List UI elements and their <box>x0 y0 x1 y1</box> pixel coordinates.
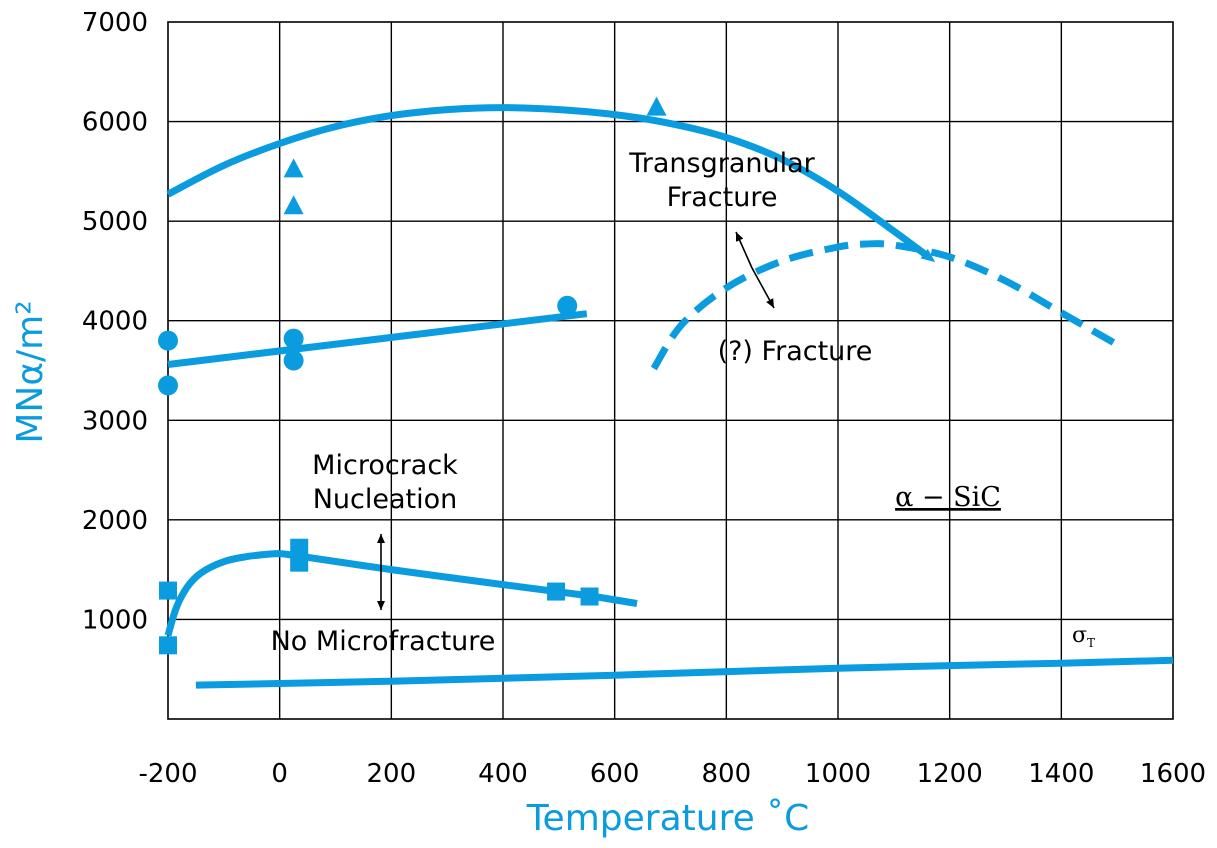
data-point-circle <box>283 350 304 371</box>
y-tick-label: 2000 <box>82 506 148 536</box>
y-tick-label: 7000 <box>82 8 148 38</box>
annotation-nucleation: Nucleation <box>313 484 458 515</box>
series-line-sigma_t <box>195 656 1174 689</box>
data-point-circle <box>158 375 178 396</box>
y-tick-label: 1000 <box>82 605 148 635</box>
x-tick-label: 1400 <box>1028 759 1094 789</box>
data-point-triangle <box>283 195 304 215</box>
series-group <box>158 96 1174 689</box>
y-tick-label: 6000 <box>82 108 148 138</box>
y-axis-label: MNα/m² <box>10 300 51 443</box>
x-tick-label: 1200 <box>917 759 983 789</box>
annotation-transgranular: Transgranular <box>628 148 815 179</box>
data-point-square <box>547 582 566 601</box>
annotation-sigma-subscript: T <box>1087 636 1095 650</box>
plot-frame <box>167 21 1174 720</box>
series-line-fracture <box>650 240 1119 371</box>
annotation-alpha-sic: α − SiC <box>895 482 1001 513</box>
x-tick-label: 1600 <box>1140 759 1206 789</box>
series-alpha_upper <box>158 295 588 396</box>
data-point-triangle <box>646 96 667 116</box>
data-point-circle <box>283 328 304 349</box>
data-point-square <box>290 553 309 572</box>
x-tick-label: 200 <box>367 759 417 789</box>
x-tick-label: -200 <box>138 759 197 789</box>
transgranular-arrow <box>735 231 753 269</box>
data-point-triangle <box>283 158 304 178</box>
series-line-microcrack <box>164 550 638 637</box>
data-point-square <box>159 636 177 655</box>
x-tick-label: 800 <box>702 759 752 789</box>
data-point-square <box>290 538 309 557</box>
annotation-no-microfracture: No Microfracture <box>271 626 496 657</box>
data-point-square <box>159 581 177 600</box>
series-line-transgranular <box>166 104 936 263</box>
data-point-circle <box>158 330 178 351</box>
tick-labels: -200 0 200 400 600 800 1000 1200 1400 1600 1000 200… <box>82 8 1206 789</box>
annotation-sigma-symbol: σ <box>1072 623 1087 648</box>
annotation-microcrack: Microcrack <box>312 450 458 481</box>
annotation-sigma: σT <box>1072 623 1095 650</box>
data-point-square <box>580 587 599 606</box>
x-axis-label: Temperature ˚C <box>526 798 810 839</box>
annotation-transgranular-fracture: Fracture <box>667 182 778 213</box>
y-tick-label: 3000 <box>82 406 148 436</box>
x-tick-label: 400 <box>478 759 528 789</box>
series-fracture <box>650 240 1119 371</box>
y-tick-label: 5000 <box>82 207 148 237</box>
x-tick-label: 1000 <box>805 759 871 789</box>
annotation-fracture: (?) Fracture <box>718 336 873 367</box>
transgranular-arrow-lower <box>751 267 775 309</box>
series-sigma_t <box>195 656 1174 689</box>
data-point-circle <box>557 295 578 316</box>
y-tick-label: 4000 <box>82 307 148 337</box>
x-tick-label: 600 <box>590 759 640 789</box>
series-line-alpha_upper <box>167 310 588 368</box>
series-microcrack <box>159 538 638 655</box>
series-transgranular <box>166 96 936 263</box>
x-tick-label: 0 <box>271 759 288 789</box>
